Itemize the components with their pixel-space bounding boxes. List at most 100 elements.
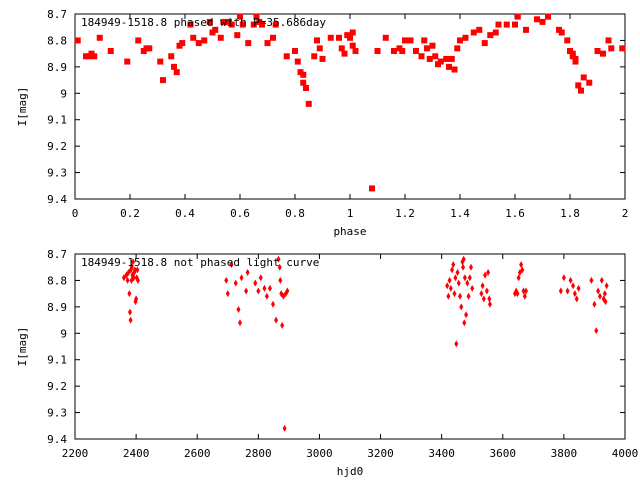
phased-data-point: [341, 50, 348, 57]
phased-y-tick-label: 9.4: [47, 193, 67, 206]
unphased-data-point: [479, 290, 484, 298]
unphased-data-point: [515, 290, 520, 298]
unphased-x-tick-label: 3200: [367, 447, 394, 460]
unphased-data-point: [481, 295, 486, 303]
unphased-light-curve-chart: 2200 2400 2600 2800 3000 3200 3400 3600 3800 4000…: [16, 248, 638, 478]
phased-chart-title: 184949-1518.8 phased with P=35.686day: [81, 16, 326, 29]
unphased-data-point: [464, 311, 469, 319]
phased-y-tick-label: 9.3: [47, 167, 67, 180]
phased-data-point: [336, 34, 342, 41]
phased-data-point: [605, 37, 612, 44]
phased-data-point: [171, 63, 177, 70]
phased-x-tick-label: 0.4: [175, 207, 195, 220]
phased-data-point: [349, 42, 356, 49]
phased-data-point: [578, 87, 584, 94]
unphased-data-point: [519, 261, 524, 269]
unphased-data-point: [589, 276, 594, 284]
unphased-data-point: [462, 319, 467, 327]
phased-y-tick-label: 8.7: [47, 8, 67, 21]
phased-data-point: [135, 37, 142, 44]
unphased-y-tick-label: 9.4: [47, 433, 67, 446]
unphased-data-point: [483, 271, 488, 279]
phased-data-point: [305, 100, 312, 107]
unphased-data-point: [487, 295, 492, 303]
phased-data-point: [586, 79, 593, 86]
unphased-y-tick-label: 9: [60, 327, 67, 340]
unphased-x-tick-label: 3400: [428, 447, 455, 460]
phased-x-tick-label: 1.4: [450, 207, 470, 220]
unphased-data-point: [132, 266, 137, 274]
phased-data-point: [168, 53, 175, 60]
phased-data-point: [311, 53, 318, 60]
phased-data-point: [600, 50, 606, 57]
phased-data-point: [413, 48, 419, 54]
phased-data-point: [432, 53, 439, 60]
unphased-x-tick-label: 2200: [62, 447, 89, 460]
phased-data-point: [545, 13, 551, 20]
phased-data-point: [594, 48, 601, 54]
phased-data-point: [575, 82, 582, 89]
phased-data-point: [437, 58, 444, 65]
unphased-data-point: [453, 274, 458, 282]
unphased-data-point: [462, 274, 467, 282]
unphased-y-tick-label: 8.9: [47, 301, 67, 314]
unphased-data-point: [225, 290, 230, 298]
phased-data-point: [316, 45, 323, 52]
unphased-y-tick-labels: 8.7 8.8 8.9 9 9.1 9.2 9.3 9.4: [47, 248, 67, 446]
unphased-data-point: [524, 287, 528, 295]
unphased-data-point: [454, 340, 459, 348]
phased-x-tick-label: 1.8: [560, 207, 580, 220]
phased-data-point: [399, 48, 406, 54]
phased-data-point: [352, 48, 359, 54]
phased-data-point: [234, 32, 241, 39]
phased-data-point: [454, 45, 461, 52]
phased-data-point: [303, 85, 309, 91]
unphased-data-point: [238, 319, 242, 327]
unphased-data-point: [461, 255, 466, 263]
phased-data-point: [270, 34, 276, 41]
unphased-data-point: [604, 282, 609, 290]
phased-data-point: [608, 45, 615, 52]
phased-data-point: [407, 37, 414, 44]
phased-data-point: [446, 63, 452, 70]
unphased-data-point: [285, 287, 290, 295]
phased-data-point: [539, 18, 546, 25]
unphased-data-point: [487, 300, 492, 308]
unphased-data-point: [571, 282, 576, 290]
unphased-data-point: [253, 279, 258, 287]
unphased-data-point: [236, 306, 241, 313]
unphased-data-point: [278, 276, 283, 284]
phased-data-point: [160, 77, 166, 84]
unphased-x-tick-label: 3600: [490, 447, 517, 460]
unphased-data-point: [597, 292, 602, 300]
phased-data-point: [259, 21, 265, 28]
unphased-data-point: [256, 287, 261, 295]
unphased-data-point: [466, 292, 471, 300]
unphased-data-point: [128, 316, 133, 324]
unphased-data-point: [277, 263, 282, 271]
unphased-data-point: [128, 308, 132, 316]
phased-axis-ticks: [74, 13, 626, 200]
phased-data-point: [264, 40, 271, 47]
phased-data-point: [470, 29, 477, 36]
phased-data-point: [523, 26, 529, 33]
phased-data-point: [253, 13, 260, 20]
unphased-data-point: [516, 274, 521, 282]
phased-data-point: [481, 40, 488, 47]
phased-data-point: [492, 29, 499, 36]
unphased-data-point: [445, 282, 450, 290]
unphased-data-point: [521, 287, 526, 295]
phased-data-point: [173, 69, 180, 76]
phased-data-point: [369, 185, 375, 192]
unphased-data-point: [262, 284, 267, 292]
phased-y-tick-labels: 8.7 8.8 8.9 9 9.1 9.2 9.3 9.4: [47, 8, 67, 206]
phased-y-tick-label: 8.9: [47, 61, 67, 74]
phased-data-point: [564, 37, 571, 44]
unphased-data-point: [229, 261, 234, 269]
phased-x-tick-labels: 0 0.2 0.4 0.6 0.8 1 1.2 1.4 1.6 1.8 2: [72, 207, 629, 220]
unphased-data-point: [469, 263, 473, 271]
unphased-data-point: [484, 287, 489, 295]
phased-x-tick-label: 0.8: [285, 207, 305, 220]
unphased-data-point: [480, 282, 485, 290]
